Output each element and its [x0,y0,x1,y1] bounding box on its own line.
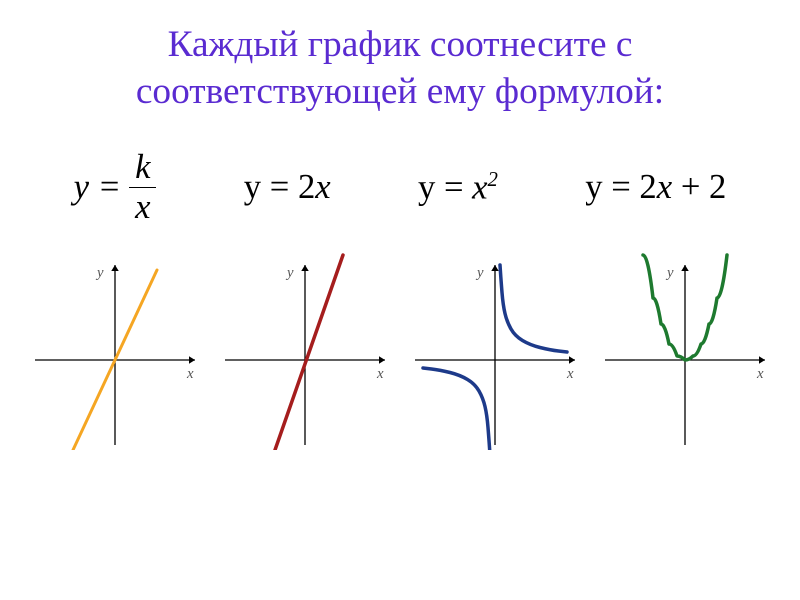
graph-2-svg: xy [215,250,395,450]
formulas-row: y = k x y = 2x y = x2 y = 2x + 2 [0,115,800,234]
title-line-2: соответствующей ему формулой: [0,69,800,116]
graph-1-svg: xy [25,250,205,450]
formula-kx-lhs: y = [74,168,121,207]
svg-text:x: x [756,366,764,382]
formula-2xplus2: y = 2x + 2 [585,168,726,207]
graphs-row: xy xy xy xy [0,235,800,450]
fraction: k x [129,150,156,224]
f4-b: x [657,168,672,206]
formula-kx: y = k x [74,150,157,224]
svg-text:x: x [566,366,574,382]
f4-a: y = 2 [585,168,657,206]
svg-text:y: y [665,265,674,281]
graph-3-svg: xy [405,250,585,450]
f2-a: y = 2 [244,168,316,206]
f3-b: x [472,168,487,206]
f4-c: + 2 [672,168,726,206]
graph-1: xy [25,250,205,450]
svg-text:y: y [285,265,294,281]
graph-2: xy [215,250,395,450]
title-line-1: Каждый график соотнесите с [0,22,800,69]
formula-2x: y = 2x [244,168,331,207]
svg-text:y: y [475,265,484,281]
f3-sup: 2 [488,168,498,191]
graph-4: xy [595,250,775,450]
f3-a: y = [418,168,472,206]
fraction-num: k [129,150,156,187]
svg-text:x: x [186,366,194,382]
fraction-den: x [129,188,156,225]
f2-var: x [315,168,330,206]
svg-text:y: y [95,265,104,281]
graph-4-svg: xy [595,250,775,450]
page-title: Каждый график соотнесите с соответствующ… [0,0,800,115]
svg-text:x: x [376,366,384,382]
formula-x2: y = x2 [418,168,498,208]
graph-3: xy [405,250,585,450]
